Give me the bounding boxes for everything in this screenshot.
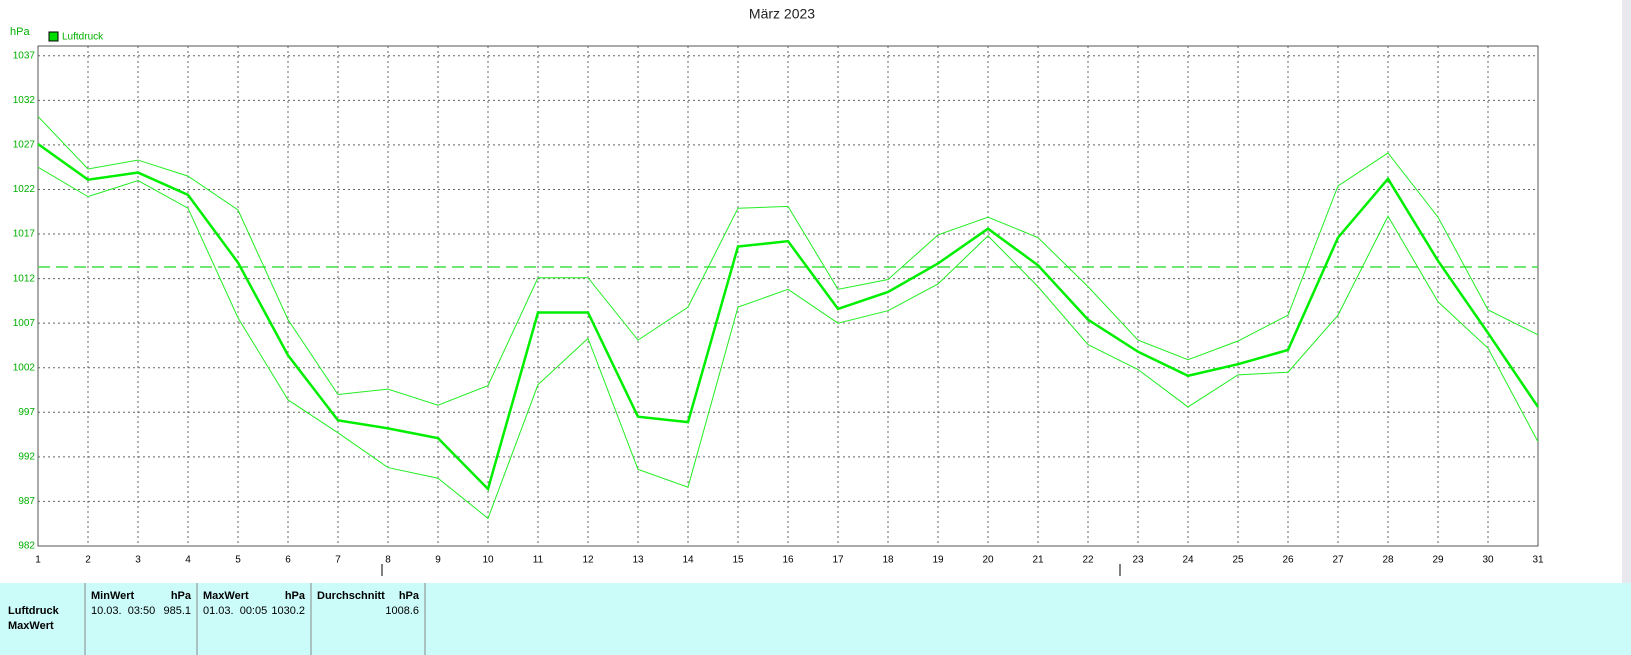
x-tick-label: 21 xyxy=(1032,555,1044,566)
x-tick-label: 28 xyxy=(1382,555,1394,566)
x-tick-label: 31 xyxy=(1532,555,1544,566)
y-tick-label: 1007 xyxy=(13,318,36,329)
x-tick-label: 3 xyxy=(135,555,141,566)
x-tick-label: 25 xyxy=(1232,555,1244,566)
y-tick-label: 997 xyxy=(18,407,35,418)
x-tick-label: 13 xyxy=(632,555,644,566)
row-label: Luftdruck xyxy=(8,605,60,617)
x-tick-label: 12 xyxy=(582,555,594,566)
x-tick-label: 29 xyxy=(1432,555,1444,566)
x-tick-label: 30 xyxy=(1482,555,1494,566)
x-tick-label: 24 xyxy=(1182,555,1194,566)
plot-frame xyxy=(37,45,1539,547)
x-tick-label: 9 xyxy=(435,555,441,566)
x-tick-label: 19 xyxy=(932,555,944,566)
x-tick-label: 2 xyxy=(85,555,91,566)
y-tick-label: 992 xyxy=(18,452,35,463)
cell-value: 1030.2 xyxy=(271,605,305,617)
x-tick-label: 23 xyxy=(1132,555,1144,566)
y-tick-label: 987 xyxy=(18,496,35,507)
y-tick-label: 1037 xyxy=(13,50,36,61)
col-header: Durchschnitt xyxy=(317,590,385,602)
series-line xyxy=(37,166,1539,520)
x-tick-label: 17 xyxy=(832,555,844,566)
x-tick-label: 22 xyxy=(1082,555,1094,566)
x-tick-label: 27 xyxy=(1332,555,1344,566)
x-tick-label: 14 xyxy=(682,555,694,566)
row-label: MaxWert xyxy=(8,620,54,632)
col-unit: hPa xyxy=(399,590,420,602)
cell-value: 1008.6 xyxy=(385,605,419,617)
col-unit: hPa xyxy=(171,590,192,602)
y-tick-label: 1002 xyxy=(13,362,36,373)
y-tick-label: 1012 xyxy=(13,273,36,284)
legend-label: Luftdruck xyxy=(62,32,104,43)
x-tick-label: 1 xyxy=(35,555,41,566)
x-tick-label: 10 xyxy=(482,555,494,566)
table-bg xyxy=(0,583,1631,655)
x-tick-label: 20 xyxy=(982,555,994,566)
side-strip xyxy=(1622,0,1631,583)
y-tick-label: 1032 xyxy=(13,95,36,106)
col-header: MaxWert xyxy=(203,590,249,602)
cell-time: 10.03. 03:50 xyxy=(91,605,155,617)
x-tick-label: 5 xyxy=(235,555,241,566)
legend-swatch xyxy=(48,31,59,42)
x-tick-label: 15 xyxy=(732,555,744,566)
series-line xyxy=(37,116,1539,406)
x-tick-label: 18 xyxy=(882,555,894,566)
col-unit: hPa xyxy=(285,590,306,602)
x-tick-label: 7 xyxy=(335,555,341,566)
x-tick-label: 8 xyxy=(385,555,391,566)
x-tick-label: 26 xyxy=(1282,555,1294,566)
x-tick-label: 6 xyxy=(285,555,291,566)
y-unit: hPa xyxy=(10,26,30,38)
summary-table: Luftdruck MaxWert MinWert hPa 10.03. 03:50 98… xyxy=(0,583,1631,655)
x-tick-label: 16 xyxy=(782,555,794,566)
cell-time: 01.03. 00:05 xyxy=(203,605,267,617)
cell-value: 985.1 xyxy=(163,605,191,617)
y-tick-label: 1017 xyxy=(13,229,36,240)
series-line xyxy=(37,143,1540,492)
x-tick-label: 11 xyxy=(533,555,544,566)
chart-title: März 2023 xyxy=(749,6,815,22)
col-header: MinWert xyxy=(91,590,135,602)
y-tick-label: 1027 xyxy=(13,140,36,151)
y-tick-label: 1022 xyxy=(13,184,36,195)
y-tick-label: 982 xyxy=(18,541,35,552)
x-tick-label: 4 xyxy=(185,555,191,566)
